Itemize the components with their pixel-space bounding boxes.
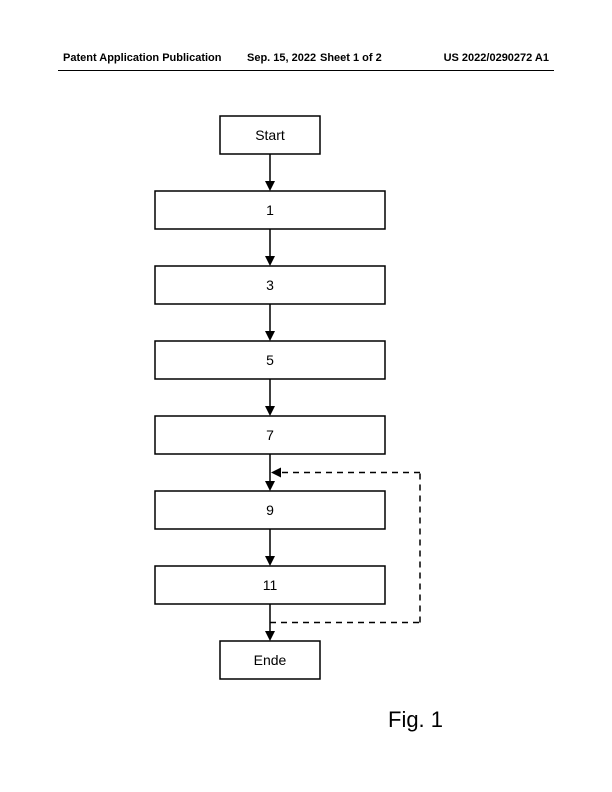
svg-text:3: 3: [266, 277, 274, 293]
header-number: US 2022/0290272 A1: [444, 52, 549, 64]
svg-text:Start: Start: [255, 127, 285, 143]
header-date: Sep. 15, 2022: [247, 52, 316, 64]
flow-node-n1: 1: [155, 191, 385, 229]
flow-node-n3: 3: [155, 266, 385, 304]
header-sheet: Sheet 1 of 2: [320, 52, 382, 64]
figure-label: Fig. 1: [388, 707, 443, 733]
svg-text:9: 9: [266, 502, 274, 518]
flow-node-n9: 9: [155, 491, 385, 529]
flow-node-n5: 5: [155, 341, 385, 379]
flow-node-n7: 7: [155, 416, 385, 454]
svg-text:11: 11: [263, 577, 278, 593]
header-publication: Patent Application Publication: [63, 52, 222, 64]
flow-node-n11: 11: [155, 566, 385, 604]
patent-page: Patent Application Publication Sep. 15, …: [0, 0, 612, 792]
flowchart: Start 1 3 5 7 9 11 Ende: [0, 100, 612, 780]
flow-node-start: Start: [220, 116, 320, 154]
header-rule: [58, 70, 554, 71]
flow-node-ende: Ende: [220, 641, 320, 679]
svg-text:Ende: Ende: [254, 652, 287, 668]
page-header: Patent Application Publication Sep. 15, …: [0, 52, 612, 72]
svg-text:1: 1: [266, 202, 274, 218]
svg-text:7: 7: [266, 427, 274, 443]
svg-text:5: 5: [266, 352, 274, 368]
